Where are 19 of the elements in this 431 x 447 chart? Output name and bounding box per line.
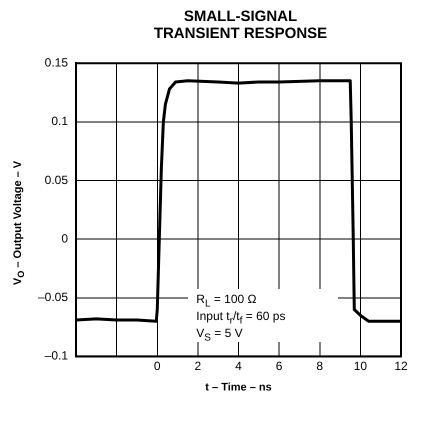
x-tick-label: 6 bbox=[276, 358, 283, 373]
y-tick-label: 0.05 bbox=[44, 172, 68, 187]
y-tick-label: –0.1 bbox=[44, 348, 68, 363]
annotation: V$_{S}$ = 5 V bbox=[196, 325, 244, 344]
annotation: R$_{L}$ = 100 Ω bbox=[196, 291, 258, 310]
x-tick-label: 12 bbox=[394, 358, 408, 373]
annotation: Input t$_{r}$/t$_{f}$ = 60 ps bbox=[196, 308, 286, 327]
x-tick-label: 10 bbox=[354, 358, 368, 373]
x-tick-label: 8 bbox=[316, 358, 324, 373]
y-tick-label: –0.05 bbox=[38, 290, 68, 304]
chart-title: SMALL-SIGNAL TRANSIENT RESPONSE bbox=[152, 8, 328, 42]
x-axis-title: t – Time – ns bbox=[205, 381, 272, 394]
y-tick-label: 0.15 bbox=[44, 56, 68, 70]
note-box: R$_{L}$ = 100 Ω Input t$_{r}$/t$_{f}$ = 60 ps V$_{S}$ = 5 V bbox=[188, 289, 338, 342]
y-tick-label: 0 bbox=[61, 231, 68, 246]
x-tick-label: 2 bbox=[194, 358, 202, 373]
x-tick-label: 4 bbox=[235, 358, 242, 373]
y-tick-label: 0.1 bbox=[51, 114, 68, 128]
x-tick-label: 0 bbox=[154, 358, 161, 373]
